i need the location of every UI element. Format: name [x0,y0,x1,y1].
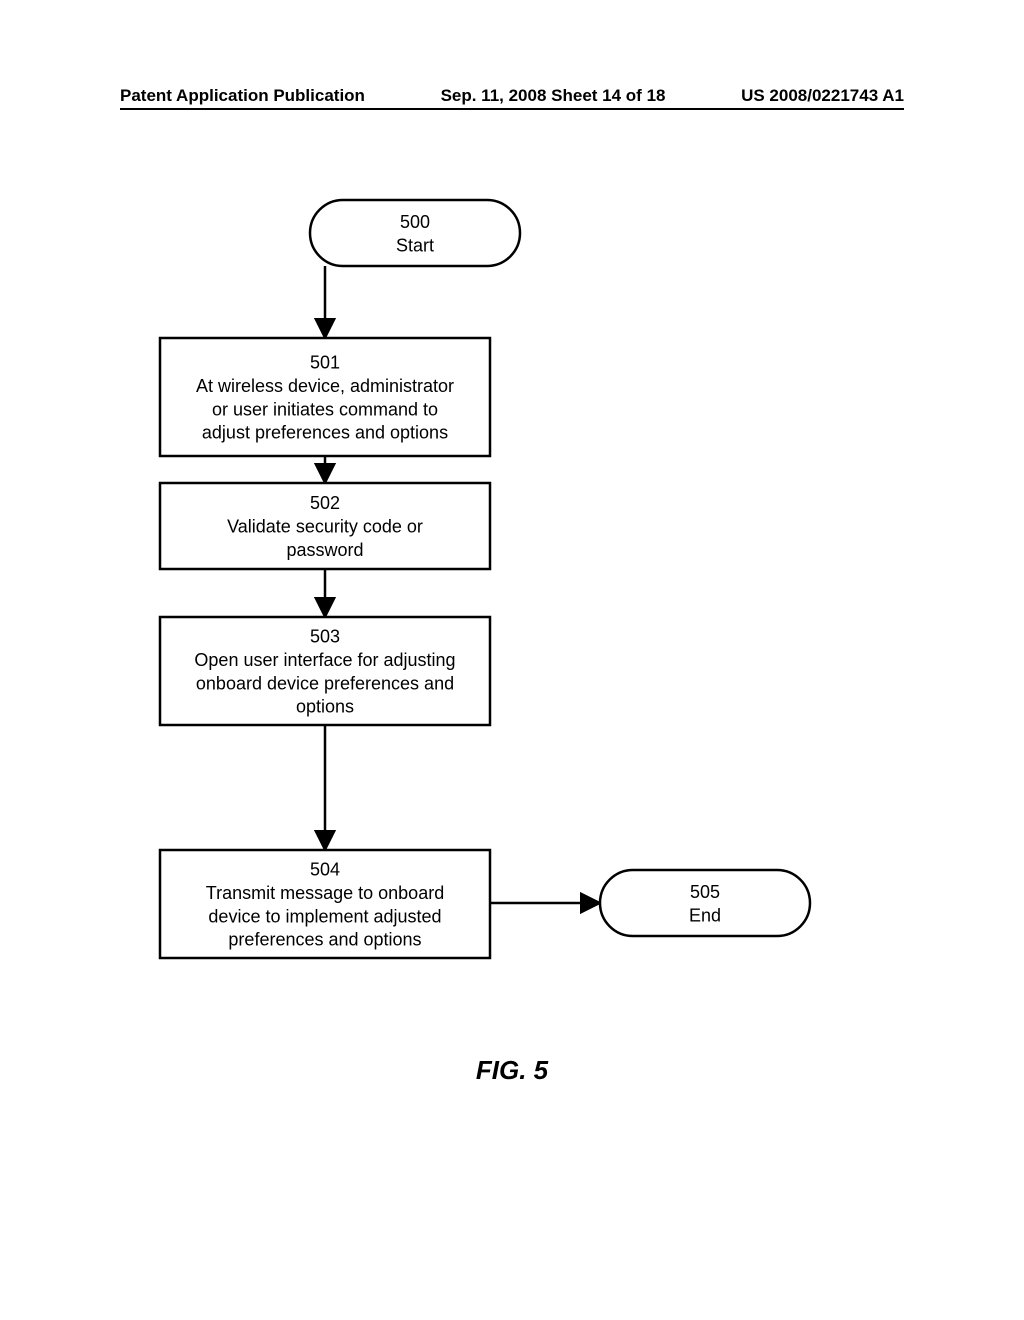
figure-caption: FIG. 5 [0,1055,1024,1086]
flow-node-text: At wireless device, administrator [196,376,454,396]
flow-node-text: 501 [310,352,340,372]
flow-node-n505: 505 End [600,870,810,936]
flow-node-text: Validate security code or [227,517,423,537]
flow-node-n504: 504 Transmit message to onboard device to … [160,850,490,958]
header-divider [120,108,904,110]
flowchart-container: 500 Start 501 At wireless device, administr… [0,190,1024,1090]
page-header: Patent Application Publication Sep. 11, … [0,86,1024,106]
header-center: Sep. 11, 2008 Sheet 14 of 18 [441,86,666,106]
flow-node-text: adjust preferences and options [202,423,448,443]
flow-node-text: or user initiates command to [212,399,438,419]
flow-node-text: Open user interface for adjusting [194,650,455,670]
header-right: US 2008/0221743 A1 [741,86,904,106]
flow-node-text: 504 [310,859,340,879]
flow-node-text: Start [396,235,434,255]
flow-node-n501: 501 At wireless device, administrator or u… [160,338,490,456]
flow-node-text: options [296,697,354,717]
flow-node-text: onboard device preferences and [196,673,454,693]
flow-node-n503: 503 Open user interface for adjusting onbo… [160,617,490,725]
flow-node-text: preferences and options [228,930,421,950]
flow-node-text: End [689,905,721,925]
header-left: Patent Application Publication [120,86,365,106]
flow-node-text: 503 [310,626,340,646]
flow-node-text: Transmit message to onboard [206,883,444,903]
flowchart-svg: 500 Start 501 At wireless device, administr… [0,190,1024,1090]
flow-node-n502: 502 Validate security code or password [160,483,490,569]
flow-node-text: 505 [690,882,720,902]
flow-node-text: 502 [310,493,340,513]
flow-node-text: device to implement adjusted [208,906,441,926]
flow-node-n500: 500 Start [310,200,520,266]
flow-node-text: password [286,540,363,560]
flow-node-text: 500 [400,212,430,232]
